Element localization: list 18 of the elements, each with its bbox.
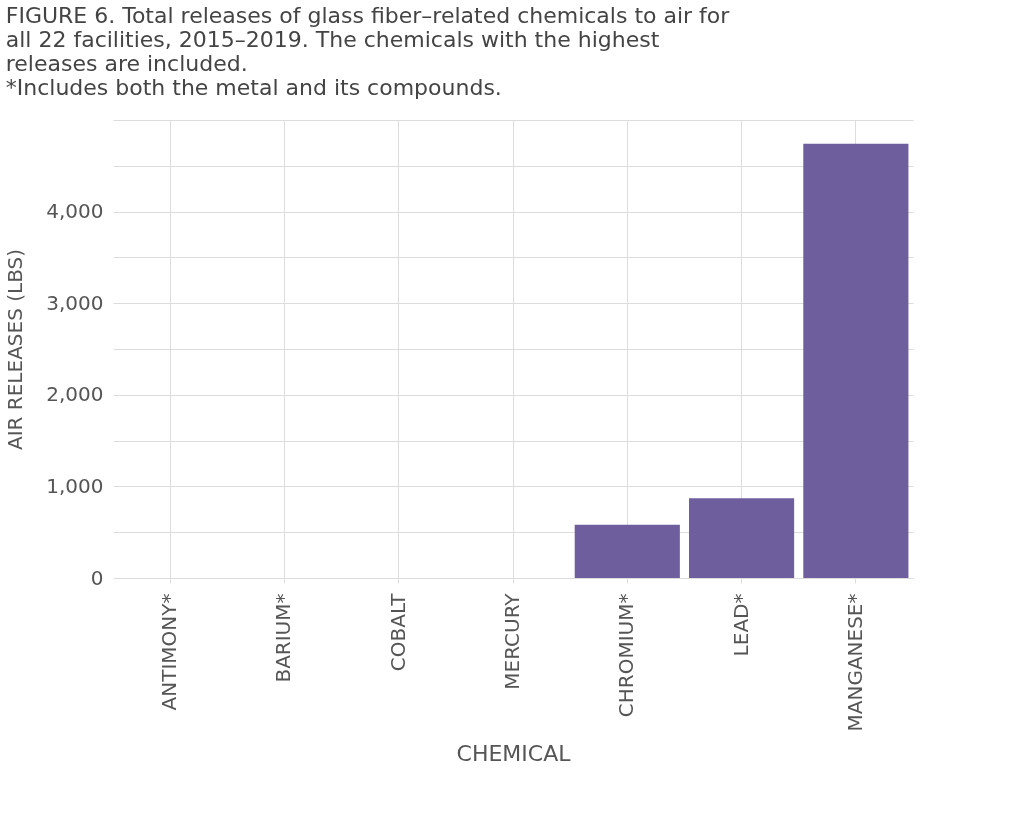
y-tick-label: 0: [90, 565, 104, 590]
x-tick-label: COBALT: [385, 592, 410, 672]
chart-title: FIGURE 6. Total releases of glass fiber–related chemicals to air for all 22 facilities, 2015–2019. The chemicals with the highest releases are included. *Includes both the metal and its compounds.: [5, 3, 731, 100]
x-tick-label: ANTIMONY*: [157, 593, 182, 711]
bar: [803, 143, 909, 578]
y-axis-title: AIR RELEASES (LBS): [3, 248, 28, 451]
x-tick-label: MERCURY: [500, 592, 524, 690]
x-tick-label: CHROMIUM*: [614, 593, 639, 718]
x-tick-label: LEAD*: [728, 593, 753, 657]
y-tick-label: 1,000: [46, 473, 104, 498]
y-tick-label: 3,000: [46, 290, 104, 315]
y-tick-label: 2,000: [46, 382, 104, 407]
x-tick-label: BARIUM*: [271, 593, 296, 683]
x-axis-title: CHEMICAL: [456, 740, 572, 766]
y-tick-label: 4,000: [46, 199, 104, 224]
bar: [574, 524, 680, 578]
x-tick-label: MANGANESE*: [842, 593, 867, 732]
bar: [689, 498, 795, 578]
